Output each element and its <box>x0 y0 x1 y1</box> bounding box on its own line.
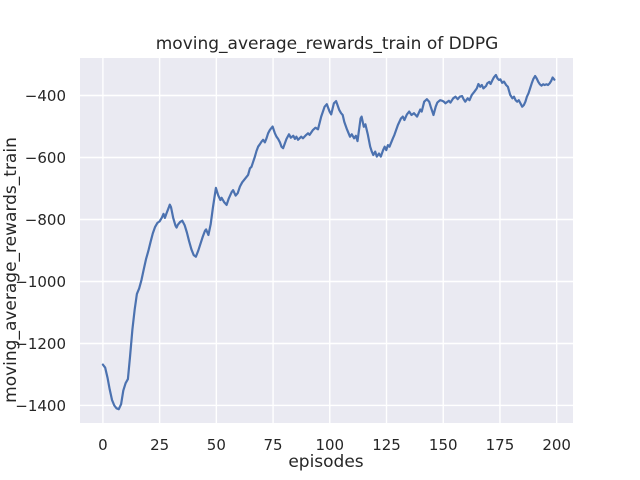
y-axis-label: moving_average_rewards_train <box>1 137 21 403</box>
series-line <box>101 73 556 411</box>
x-tick-label: 200 <box>542 436 571 454</box>
x-tick-label: 50 <box>207 436 226 454</box>
x-tick-label: 0 <box>98 436 108 454</box>
plot-layer <box>80 58 573 423</box>
y-tick-label: −1400 <box>15 397 66 415</box>
y-tick-label: −800 <box>25 211 66 229</box>
y-tick-label: −1000 <box>15 273 66 291</box>
x-axis-label: episodes <box>288 452 363 472</box>
x-tick-label: 25 <box>150 436 169 454</box>
x-tick-label: 125 <box>372 436 401 454</box>
chart-title: moving_average_rewards_train of DDPG <box>156 34 499 54</box>
y-tick-label: −400 <box>25 87 66 105</box>
plot-area <box>80 58 573 423</box>
y-tick-label: −600 <box>25 149 66 167</box>
x-tick-label: 75 <box>264 436 283 454</box>
tick-layer: 0 25 50 75 100 125 150 175 200 −400 −600 −800 −1000 −… <box>15 87 571 454</box>
y-tick-label: −1200 <box>15 335 66 353</box>
x-tick-label: 100 <box>315 436 344 454</box>
x-tick-label: 150 <box>429 436 458 454</box>
x-tick-label: 175 <box>486 436 515 454</box>
